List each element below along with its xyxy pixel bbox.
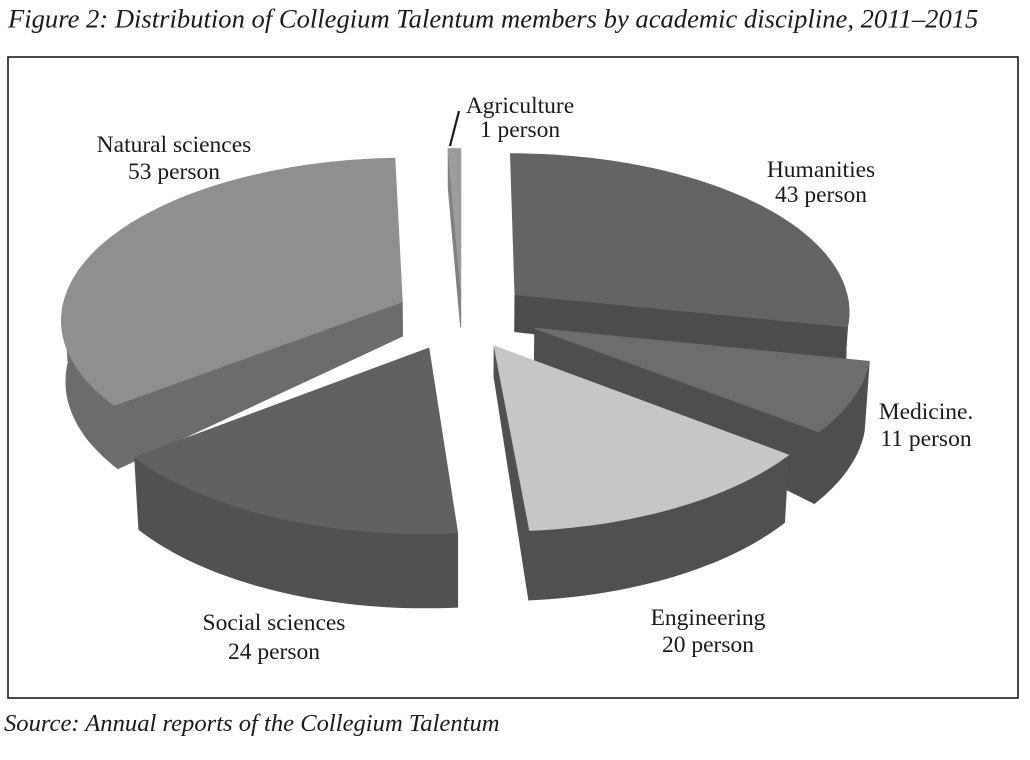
svg-text:20 person: 20 person xyxy=(662,632,754,658)
svg-text:24 person: 24 person xyxy=(228,639,320,665)
svg-text:53 person: 53 person xyxy=(128,159,220,185)
svg-text:11 person: 11 person xyxy=(880,426,971,452)
svg-text:Medicine.: Medicine. xyxy=(879,399,974,425)
svg-text:Figure 2: Distribution of Coll: Figure 2: Distribution of Collegium Tale… xyxy=(7,4,978,34)
svg-text:Humanities: Humanities xyxy=(767,157,875,183)
svg-text:1 person: 1 person xyxy=(480,117,561,143)
svg-text:Source: Annual reports of the: Source: Annual reports of the Collegium … xyxy=(4,710,500,737)
svg-text:Engineering: Engineering xyxy=(651,605,766,631)
svg-text:43 person: 43 person xyxy=(775,182,867,208)
svg-text:Agriculture: Agriculture xyxy=(466,93,574,119)
svg-text:Natural sciences: Natural sciences xyxy=(97,132,252,158)
svg-text:Social sciences: Social sciences xyxy=(203,610,346,636)
